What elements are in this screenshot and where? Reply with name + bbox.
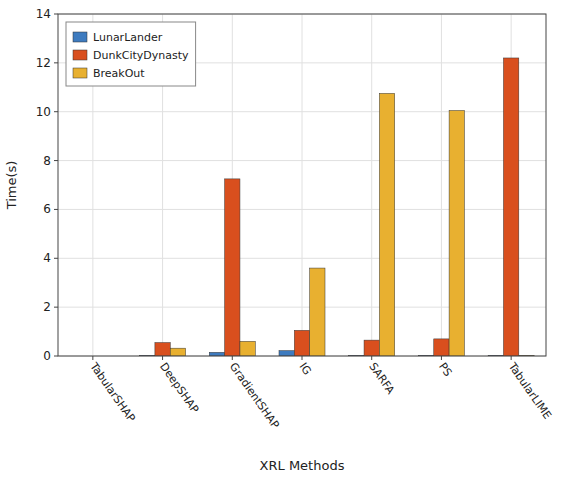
y-tick <box>54 14 58 15</box>
y-tick-label: 0 <box>43 349 51 363</box>
bar <box>279 351 294 356</box>
y-tick-label: 2 <box>43 300 51 314</box>
y-tick <box>54 111 58 112</box>
x-tick <box>371 356 372 360</box>
x-grid-line <box>441 14 442 356</box>
legend-swatch <box>73 50 87 60</box>
y-tick <box>54 62 58 63</box>
bar <box>503 58 518 356</box>
y-tick <box>54 258 58 259</box>
bar <box>364 340 379 356</box>
x-tick <box>302 356 303 360</box>
chart: 0 2 4 6 8 10 12 14 Time(s) TabularSHAP DeepSHAP Gra… <box>0 0 580 478</box>
x-tick-label: DeepSHAP <box>157 360 201 416</box>
y-tick-label: 10 <box>36 105 51 119</box>
x-tick-label: TabularLIME <box>505 359 554 421</box>
bar <box>225 179 240 356</box>
bar <box>310 268 325 356</box>
bar <box>434 339 449 356</box>
x-tick-label: PS <box>436 360 454 379</box>
y-tick <box>54 307 58 308</box>
y-axis: 0 2 4 6 8 10 12 14 Time(s) <box>4 7 58 363</box>
x-tick <box>441 356 442 360</box>
x-tick <box>162 356 163 360</box>
bar <box>449 110 464 356</box>
y-tick <box>54 160 58 161</box>
y-tick-label: 6 <box>43 202 51 216</box>
bar <box>240 341 255 356</box>
legend-label: LunarLander <box>93 31 163 44</box>
y-tick-label: 12 <box>36 56 51 70</box>
y-tick-label: 14 <box>36 7 51 21</box>
x-axis-label: XRL Methods <box>260 458 345 473</box>
x-axis: TabularSHAP DeepSHAP GradientSHAP IG SARFA PS… <box>87 356 554 473</box>
legend-label: DunkCityDynasty <box>93 49 189 62</box>
x-tick-label: TabularSHAP <box>87 359 138 424</box>
bars <box>140 58 535 356</box>
y-axis-label: Time(s) <box>4 161 19 211</box>
x-tick-label: GradientSHAP <box>227 360 282 431</box>
bar <box>294 330 309 356</box>
bar <box>155 343 170 356</box>
plot-frame <box>58 14 546 356</box>
legend-swatch <box>73 68 87 78</box>
x-tick-label: IG <box>297 360 314 377</box>
y-tick-label: 8 <box>43 154 51 168</box>
bar <box>170 348 185 356</box>
y-tick <box>54 209 58 210</box>
x-grid-line <box>371 14 372 356</box>
legend: LunarLander DunkCityDynasty BreakOut <box>66 22 196 86</box>
bar <box>379 93 394 356</box>
y-tick <box>54 356 58 357</box>
legend-frame <box>66 22 196 86</box>
bar <box>209 352 224 356</box>
legend-label: BreakOut <box>93 67 145 80</box>
x-tick-label: SARFA <box>366 360 397 397</box>
x-tick <box>92 356 93 360</box>
x-tick <box>232 356 233 360</box>
y-tick-label: 4 <box>43 251 51 265</box>
grid <box>58 14 546 356</box>
x-tick <box>511 356 512 360</box>
x-grid-line <box>302 14 303 356</box>
legend-swatch <box>73 32 87 42</box>
